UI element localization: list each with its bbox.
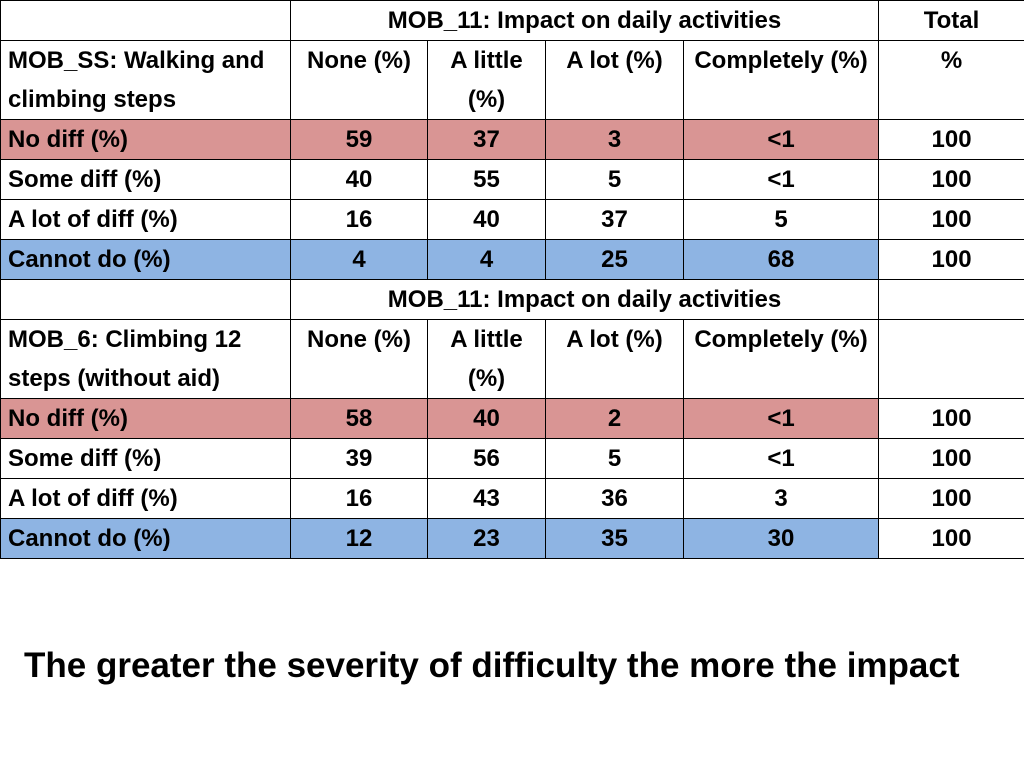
row-label: Cannot do (%) [0,239,291,280]
row-label: Cannot do (%) [0,518,291,559]
cell-a-little: 43 [427,478,546,519]
cell-completely: 3 [682,478,880,519]
cell-none: 16 [290,199,428,240]
cell-none: 58 [290,398,428,439]
table1-corner-cell [0,0,291,41]
slide-caption: The greater the severity of difficulty t… [24,646,960,685]
table-row: Cannot do (%) 12 23 35 30 100 [0,518,1024,559]
cell-a-lot: 5 [545,159,684,200]
table1-column-header-row: MOB_SS: Walking and climbing steps None … [0,40,1024,120]
table1-title: MOB_11: Impact on daily activities [289,0,880,41]
cell-total: 100 [878,119,1024,160]
cell-none: 40 [290,159,428,200]
cell-total: 100 [878,239,1024,280]
table1-title-row: MOB_11: Impact on daily activities Total [0,0,1024,41]
cell-a-little: 4 [427,239,546,280]
table2-col-none: None (%) [290,319,428,399]
cell-a-lot: 3 [545,119,684,160]
cell-completely: 30 [682,518,880,559]
cell-none: 4 [290,239,428,280]
cell-total: 100 [878,518,1024,559]
cell-none: 59 [290,119,428,160]
row-label: Some diff (%) [0,159,291,200]
cell-a-lot: 5 [545,438,684,479]
cell-a-lot: 36 [545,478,684,519]
table1-col-a-little: A little (%) [427,40,546,120]
table2-col-a-lot: A lot (%) [545,319,684,399]
table-row: No diff (%) 58 40 2 <1 100 [0,398,1024,439]
table2-total-header-empty [878,279,1024,320]
table2-row-header: MOB_6: Climbing 12 steps (without aid) [0,319,291,399]
table2-title: MOB_11: Impact on daily activities [289,279,880,320]
cell-none: 12 [290,518,428,559]
cell-a-little: 40 [427,398,546,439]
impact-table: MOB_11: Impact on daily activities Total… [0,0,1024,559]
cell-total: 100 [878,438,1024,479]
table2-col-total-empty [878,319,1024,399]
table-row: A lot of diff (%) 16 43 36 3 100 [0,478,1024,519]
table-row: Some diff (%) 39 56 5 <1 100 [0,438,1024,479]
cell-completely: 5 [682,199,880,240]
row-label: No diff (%) [0,119,291,160]
table1-col-total-percent: % [878,40,1024,120]
cell-total: 100 [878,478,1024,519]
cell-completely: <1 [682,438,880,479]
cell-a-lot: 37 [545,199,684,240]
table1-total-header: Total [878,0,1024,41]
row-label: No diff (%) [0,398,291,439]
table1-col-a-lot: A lot (%) [545,40,684,120]
cell-a-little: 37 [427,119,546,160]
row-label: Some diff (%) [0,438,291,479]
cell-completely: 68 [682,239,880,280]
cell-a-lot: 25 [545,239,684,280]
table-row: No diff (%) 59 37 3 <1 100 [0,119,1024,160]
cell-a-little: 40 [427,199,546,240]
table2-column-header-row: MOB_6: Climbing 12 steps (without aid) N… [0,319,1024,399]
table-row: Some diff (%) 40 55 5 <1 100 [0,159,1024,200]
table2-corner-cell [0,279,291,320]
cell-total: 100 [878,398,1024,439]
cell-completely: <1 [682,119,880,160]
table1-col-none: None (%) [290,40,428,120]
table-row: A lot of diff (%) 16 40 37 5 100 [0,199,1024,240]
cell-total: 100 [878,159,1024,200]
table1-col-completely: Completely (%) [682,40,880,120]
table1-row-header: MOB_SS: Walking and climbing steps [0,40,291,120]
cell-completely: <1 [682,398,880,439]
cell-completely: <1 [682,159,880,200]
cell-a-lot: 2 [545,398,684,439]
table2-title-row: MOB_11: Impact on daily activities [0,279,1024,320]
row-label: A lot of diff (%) [0,199,291,240]
cell-total: 100 [878,199,1024,240]
cell-a-little: 56 [427,438,546,479]
table-row: Cannot do (%) 4 4 25 68 100 [0,239,1024,280]
cell-a-little: 55 [427,159,546,200]
cell-none: 39 [290,438,428,479]
cell-a-little: 23 [427,518,546,559]
table2-col-a-little: A little (%) [427,319,546,399]
cell-a-lot: 35 [545,518,684,559]
table2-col-completely: Completely (%) [682,319,880,399]
row-label: A lot of diff (%) [0,478,291,519]
cell-none: 16 [290,478,428,519]
